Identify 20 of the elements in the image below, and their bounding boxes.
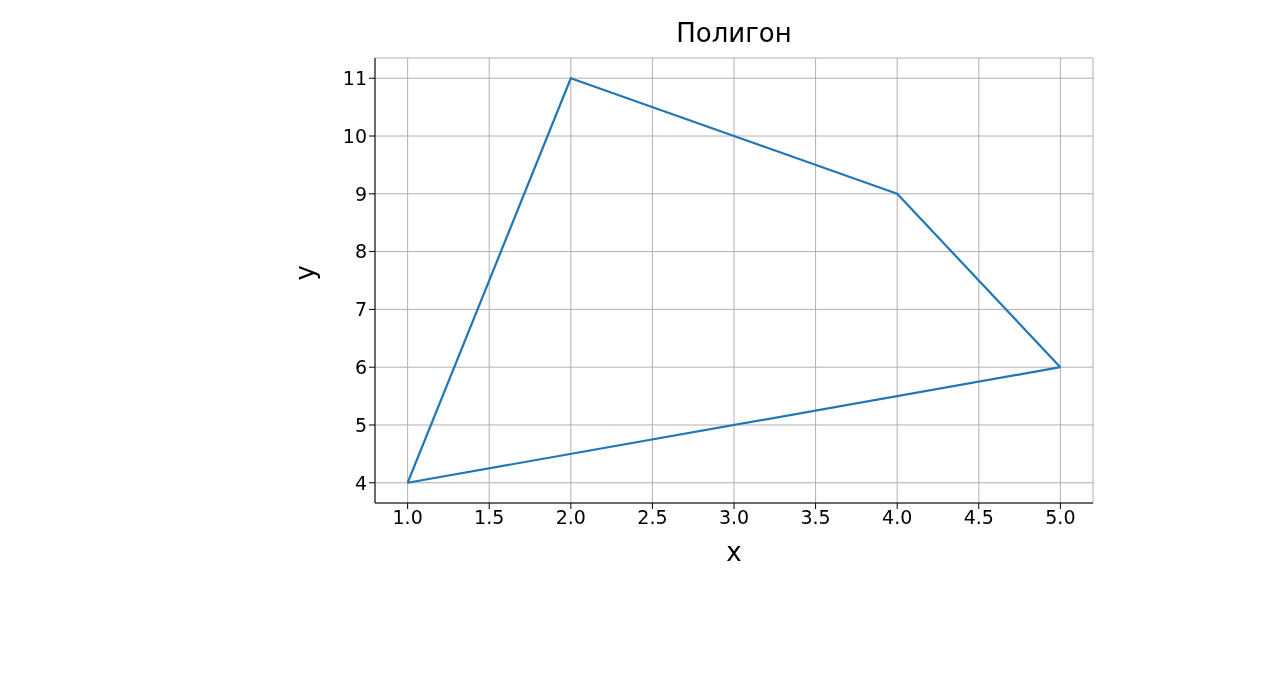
x-tick-label: 2.0 [555,506,586,529]
y-tick-label: 7 [354,298,367,321]
x-tick-label: 4.0 [882,506,913,529]
x-tick-label: 3.5 [800,506,831,529]
x-tick-label: 1.5 [474,506,505,529]
x-tick-label: 1.0 [392,506,423,529]
y-tick-label: 8 [354,240,367,263]
y-tick-label: 10 [342,124,367,147]
y-tick-label: 5 [354,413,367,436]
x-tick-label: 3.0 [718,506,750,529]
y-tick-label: 6 [354,355,367,378]
chart-title: Полигон [675,18,793,48]
x-tick-label: 4.5 [963,506,994,529]
x-tick-label: 5.0 [1045,506,1076,529]
y-tick-label: 11 [342,66,367,89]
x-tick-label: 2.5 [637,506,668,529]
y-axis-title: y [290,265,321,281]
x-axis-title: x [726,537,742,567]
y-tick-label: 4 [354,471,367,494]
y-tick-label: 9 [354,182,367,205]
